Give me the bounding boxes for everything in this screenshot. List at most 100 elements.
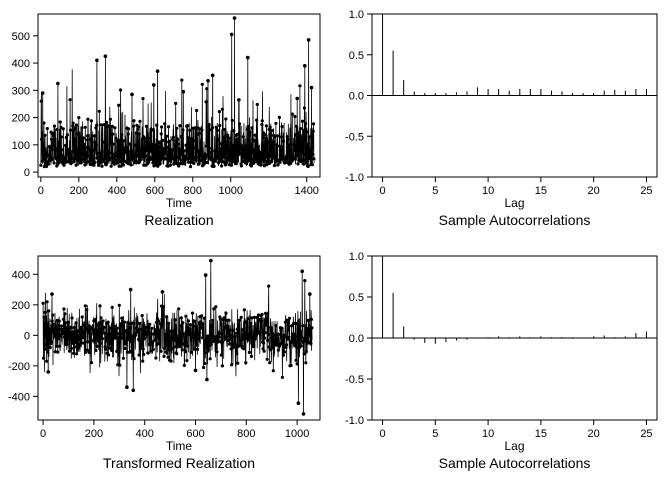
series-point — [68, 325, 73, 329]
x-tick-label: 800 — [237, 428, 255, 440]
series-point — [56, 327, 60, 331]
series-point — [250, 142, 254, 146]
series-point — [232, 155, 236, 159]
series-point — [40, 137, 44, 141]
series-point — [299, 127, 303, 131]
series-point — [176, 142, 180, 146]
series-point — [239, 164, 243, 168]
series-point — [94, 348, 98, 353]
series-point — [137, 353, 141, 357]
series-point — [296, 338, 300, 342]
series-point — [79, 139, 83, 143]
series-point — [199, 142, 203, 146]
series-point — [101, 319, 105, 323]
series-point — [306, 164, 310, 169]
series-point — [210, 146, 214, 151]
series-point — [69, 154, 73, 158]
series-point — [195, 146, 199, 150]
series-point — [220, 364, 224, 368]
series-point — [264, 136, 268, 140]
series-point — [285, 135, 289, 139]
series-point — [96, 323, 101, 327]
series-point — [47, 309, 51, 313]
series-point — [250, 126, 254, 130]
series-point — [213, 159, 217, 163]
series-point — [70, 157, 74, 161]
series-point — [275, 134, 280, 138]
series-point — [148, 322, 152, 326]
series-point — [194, 343, 199, 347]
series-point — [296, 162, 300, 166]
series-point — [217, 335, 221, 339]
y-tick-label: -0.5 — [345, 131, 364, 143]
series-point — [111, 142, 115, 146]
series-point — [266, 332, 270, 336]
series-point — [129, 339, 134, 343]
series-point — [266, 140, 270, 144]
series-point — [63, 156, 67, 160]
x-tick-label: 15 — [535, 428, 547, 440]
series-point — [86, 117, 90, 121]
series-point — [149, 148, 153, 153]
series-point — [255, 118, 259, 122]
series-point — [71, 124, 75, 128]
series-point — [151, 128, 155, 132]
series-point — [175, 126, 179, 130]
series-point — [184, 314, 188, 318]
series-point — [75, 149, 79, 153]
series-point — [282, 350, 286, 354]
series-point — [72, 160, 76, 164]
series-point — [281, 139, 286, 143]
series-point — [101, 158, 106, 162]
series-point — [304, 361, 308, 365]
series-point — [264, 155, 268, 159]
series-point — [296, 133, 300, 137]
series-point — [195, 108, 199, 113]
series-point — [216, 339, 220, 343]
series-point — [72, 326, 76, 330]
series-point — [242, 152, 246, 157]
series-point — [85, 138, 89, 142]
series-point — [181, 321, 185, 325]
series-point — [97, 337, 101, 341]
series-point — [175, 345, 179, 349]
peak-point — [125, 385, 129, 390]
series-point — [73, 331, 77, 335]
series-point — [142, 163, 146, 167]
series-point — [125, 146, 129, 150]
series-point — [247, 124, 251, 128]
series-point — [117, 103, 121, 107]
series-point — [51, 313, 55, 317]
series-point — [110, 148, 114, 152]
series-point — [229, 347, 233, 351]
series-point — [72, 351, 76, 355]
series-point — [78, 344, 82, 348]
series-point — [136, 125, 140, 129]
series-point — [84, 150, 88, 154]
series-point — [218, 317, 222, 321]
series-point — [231, 151, 235, 155]
series-point — [255, 102, 259, 107]
series-point — [277, 115, 281, 119]
series-point — [105, 120, 109, 124]
series-point — [42, 356, 46, 360]
series-point — [185, 359, 189, 363]
series-point — [235, 132, 239, 136]
series-point — [145, 140, 149, 144]
series-point — [39, 163, 43, 167]
series-point — [44, 342, 48, 347]
y-tick-label: -1.0 — [345, 172, 364, 184]
series-point — [44, 156, 48, 161]
series-point — [191, 324, 195, 328]
series-point — [99, 123, 103, 127]
series-point — [305, 156, 309, 160]
series-point — [244, 361, 248, 365]
peak-point — [232, 16, 237, 20]
series-point — [242, 347, 246, 351]
series-point — [301, 138, 305, 142]
series-point — [270, 128, 274, 133]
series-point — [155, 123, 159, 127]
series-point — [89, 361, 93, 365]
series-point — [92, 163, 96, 167]
